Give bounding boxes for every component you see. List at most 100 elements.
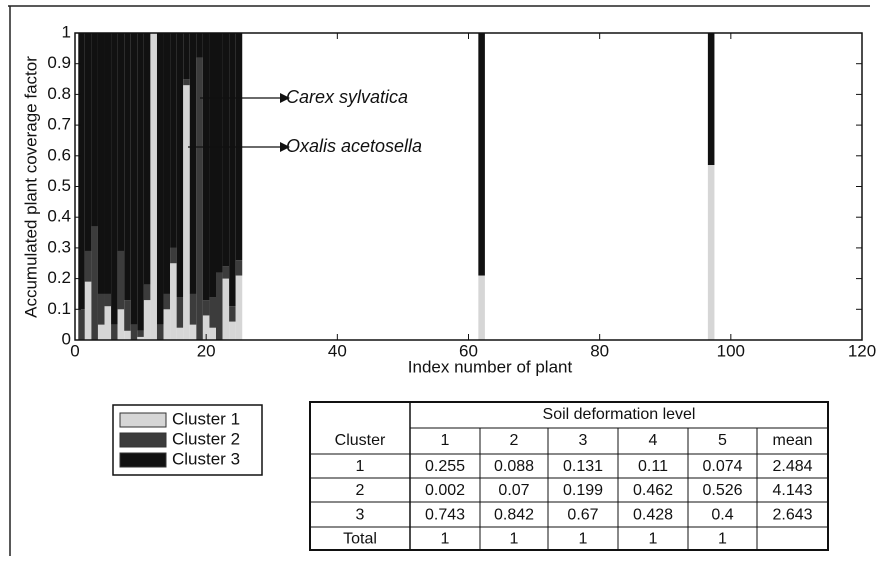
bar-segment <box>707 33 715 166</box>
table-cell: 1 <box>441 531 450 548</box>
bar-segment <box>209 327 217 340</box>
bar-segment <box>478 33 485 276</box>
bar-segment <box>117 250 125 310</box>
annotation-arrowhead <box>280 142 290 152</box>
y-tick-label: 0 <box>62 329 71 348</box>
table-cell: 0.255 <box>425 458 465 475</box>
bar-segment <box>137 336 144 340</box>
bar-segment <box>222 278 230 340</box>
bar-segment <box>176 327 184 340</box>
table-cell: Total <box>343 531 377 548</box>
bar-segment <box>170 263 177 340</box>
bar-segment <box>97 33 105 294</box>
table-cell: 0.131 <box>563 458 603 475</box>
x-tick-label: 80 <box>590 341 609 360</box>
bar-segment <box>111 324 118 340</box>
table-cell: 0.07 <box>498 482 529 499</box>
bar-segment <box>124 300 131 331</box>
table-cell: 1 <box>579 531 588 548</box>
table-cell: 0.842 <box>494 507 534 524</box>
bar-segment <box>97 293 105 325</box>
bar-segment <box>176 297 184 328</box>
bar-segment <box>170 33 177 248</box>
bar-segment <box>183 33 190 80</box>
bar-segment <box>97 324 105 340</box>
y-tick-label: 0.4 <box>47 207 71 226</box>
y-tick-label: 0.9 <box>47 53 71 72</box>
table-header: 2 <box>510 432 519 449</box>
table-cell: 0.4 <box>711 507 733 524</box>
bar-segment <box>104 293 112 307</box>
bar-segment <box>209 33 217 298</box>
table-header: 5 <box>718 432 727 449</box>
annotation: Oxalis acetosella <box>286 136 422 156</box>
legend-swatch <box>119 452 167 468</box>
bar-segment <box>229 33 236 307</box>
table-header: mean <box>772 432 812 449</box>
table-header: 3 <box>579 432 588 449</box>
table-cell: 0.743 <box>425 507 465 524</box>
bar-segment <box>84 281 92 340</box>
y-tick-label: 0.8 <box>47 84 71 103</box>
y-tick-label: 0.5 <box>47 176 71 195</box>
legend-label: Cluster 1 <box>172 409 240 428</box>
y-tick-label: 0.7 <box>47 115 71 134</box>
bar-segment <box>209 297 217 328</box>
legend-label: Cluster 3 <box>172 449 240 468</box>
bar-segment <box>183 85 190 340</box>
bar-segment <box>143 33 151 285</box>
table-cell: 0.11 <box>638 458 668 475</box>
bar-segment <box>78 309 85 340</box>
table-header: 4 <box>649 432 658 449</box>
bar-segment <box>163 33 171 294</box>
table-cell: 0.526 <box>702 482 742 499</box>
x-tick-label: 60 <box>459 341 478 360</box>
bar-segment <box>202 315 210 340</box>
table-cell: 1 <box>356 458 365 475</box>
annotation: Carex sylvatica <box>286 87 408 107</box>
bar-segment <box>84 33 92 251</box>
table-cell: 1 <box>718 531 727 548</box>
bar-segment <box>130 324 138 340</box>
table-cell: 1 <box>649 531 658 548</box>
bar-segment <box>84 250 92 282</box>
table-cell: 0.67 <box>567 507 598 524</box>
y-tick-label: 1 <box>62 22 71 41</box>
bar-segment <box>104 33 112 294</box>
bar-segment <box>222 33 230 267</box>
table-title: Soil deformation level <box>543 406 696 423</box>
bar-segment <box>189 324 197 340</box>
bar-segment <box>235 275 243 340</box>
table-header: 1 <box>441 432 450 449</box>
bar-segment <box>78 33 85 310</box>
bar-segment <box>189 293 197 325</box>
y-tick-label: 0.3 <box>47 237 71 256</box>
bar-segment <box>143 284 151 301</box>
bar-segment <box>150 33 157 340</box>
bar-segment <box>91 226 98 340</box>
y-tick-label: 0.6 <box>47 145 71 164</box>
table-cell: 0.199 <box>563 482 603 499</box>
bar-segment <box>176 33 184 298</box>
bar-segment <box>202 300 210 316</box>
bar-segment <box>707 165 715 340</box>
legend-swatch <box>119 432 167 448</box>
table-cell: 4.143 <box>772 482 812 499</box>
bar-segment <box>216 33 223 273</box>
table-cell: 0.428 <box>633 507 673 524</box>
table-cell: 0.002 <box>425 482 465 499</box>
y-tick-label: 0.1 <box>47 299 71 318</box>
bar-segment <box>124 330 131 340</box>
table-frame <box>309 401 829 551</box>
table-cell: 3 <box>356 507 365 524</box>
bar-segment <box>196 57 203 341</box>
annotation-arrowhead <box>280 93 290 103</box>
bar-segment <box>117 309 125 340</box>
bar-segment <box>137 33 144 331</box>
bar-segment <box>91 33 98 227</box>
bar-segment <box>189 33 197 294</box>
table-cell: 1 <box>510 531 519 548</box>
annotations: Carex sylvatica Oxalis acetosella <box>188 87 422 156</box>
bar-segment <box>130 33 138 325</box>
